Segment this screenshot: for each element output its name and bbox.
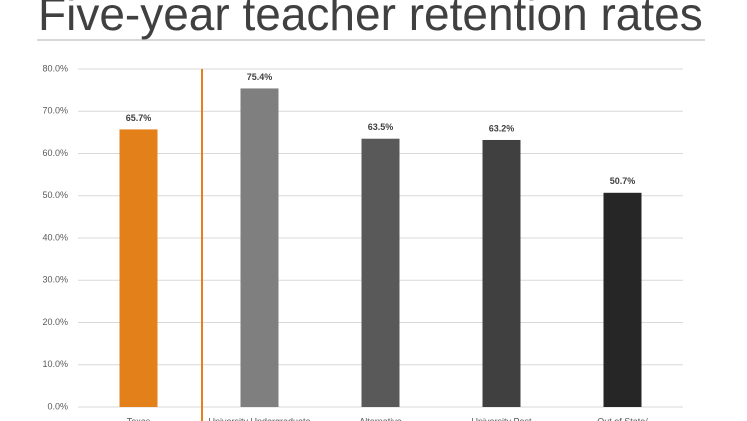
x-tick-label: Out of State/ (597, 416, 648, 421)
y-tick-label: 60.0% (42, 148, 68, 158)
y-tick-label: 0.0% (47, 401, 68, 411)
value-label: 50.7% (610, 176, 636, 186)
y-tick-label: 80.0% (42, 63, 68, 73)
y-tick-label: 30.0% (42, 275, 68, 285)
y-tick-label: 10.0% (42, 359, 68, 369)
x-tick-label: University Post (471, 416, 532, 421)
y-tick-label: 70.0% (42, 106, 68, 116)
chart-title: Five-year teacher retention rates (38, 0, 703, 40)
bar (240, 88, 279, 407)
bar (482, 139, 521, 408)
x-tick-label: University Undergraduate (208, 416, 310, 421)
value-label: 75.4% (247, 72, 273, 82)
x-tick-label: Texas (127, 416, 151, 421)
bar (603, 192, 642, 407)
x-tick-label: Alternative (359, 416, 402, 421)
value-label: 65.7% (126, 113, 152, 123)
bar (119, 129, 158, 408)
y-tick-label: 40.0% (42, 232, 68, 242)
value-label: 63.5% (368, 122, 394, 132)
bar (361, 138, 400, 407)
y-tick-label: 50.0% (42, 190, 68, 200)
value-label: 63.2% (489, 123, 515, 133)
y-tick-label: 20.0% (42, 317, 68, 327)
